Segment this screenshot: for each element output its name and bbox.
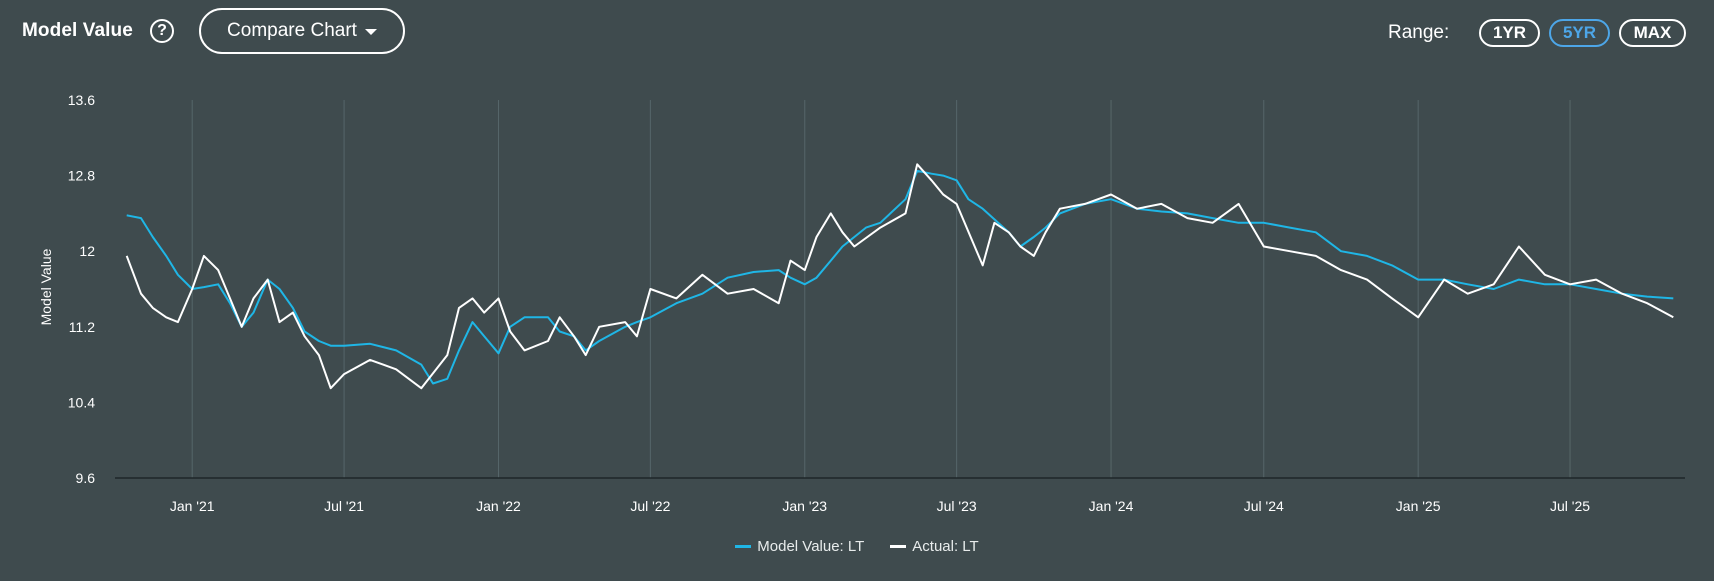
line-chart: Jan '21 Jul '21 Jan '22 Jul '22 Jan '23 Jul '… [38, 92, 1685, 514]
x-tick-label-4: Jan '23 [782, 498, 827, 514]
compare-chart-label: Compare Chart [227, 20, 357, 41]
x-tick-label-3: Jul '22 [630, 498, 670, 514]
x-tick-label-9: Jul '25 [1550, 498, 1590, 514]
x-tick-label-0: Jan '21 [170, 498, 215, 514]
x-tick-label-5: Jul '23 [937, 498, 977, 514]
axes: Jan '21 Jul '21 Jan '22 Jul '22 Jan '23 Jul '… [68, 92, 1685, 514]
range-1yr-button[interactable]: 1YR [1479, 19, 1540, 47]
x-tick-label-7: Jul '24 [1244, 498, 1284, 514]
y-tick-label-5: 13.6 [68, 92, 95, 108]
y-tick-label-0: 9.6 [76, 470, 96, 486]
series-line-0 [126, 169, 1674, 385]
page-title: Model Value [22, 20, 133, 41]
grid [191, 100, 1571, 478]
range-label: Range: [1388, 22, 1450, 43]
y-tick-label-4: 12.8 [68, 168, 95, 184]
compare-chart-button[interactable]: Compare Chart [199, 8, 405, 54]
legend-label-actual: Actual: LT [912, 538, 979, 555]
series [125, 163, 1674, 390]
chart-legend: Model Value: LT Actual: LT [0, 538, 1714, 555]
x-tick-label-2: Jan '22 [476, 498, 521, 514]
x-tick-label-6: Jan '24 [1089, 498, 1134, 514]
x-tick-label-1: Jul '21 [324, 498, 364, 514]
series-line-1 [125, 163, 1674, 390]
y-axis-label: Model Value [38, 248, 54, 325]
legend-swatch-actual [890, 545, 907, 548]
x-tick-label-8: Jan '25 [1396, 498, 1441, 514]
legend-swatch-model [735, 545, 752, 548]
chart-header: Model Value ? Compare Chart Range: 1YR 5… [0, 0, 1714, 70]
legend-item-model[interactable]: Model Value: LT [735, 538, 864, 555]
range-max-button[interactable]: MAX [1619, 19, 1686, 47]
chevron-down-icon [364, 29, 377, 35]
legend-label-model: Model Value: LT [757, 538, 865, 555]
y-tick-label-1: 10.4 [68, 394, 95, 410]
y-tick-label-3: 12 [79, 243, 95, 259]
y-tick-label-2: 11.2 [69, 319, 95, 335]
help-icon[interactable]: ? [150, 19, 174, 43]
range-5yr-button[interactable]: 5YR [1549, 19, 1610, 47]
legend-item-actual[interactable]: Actual: LT [890, 538, 979, 555]
